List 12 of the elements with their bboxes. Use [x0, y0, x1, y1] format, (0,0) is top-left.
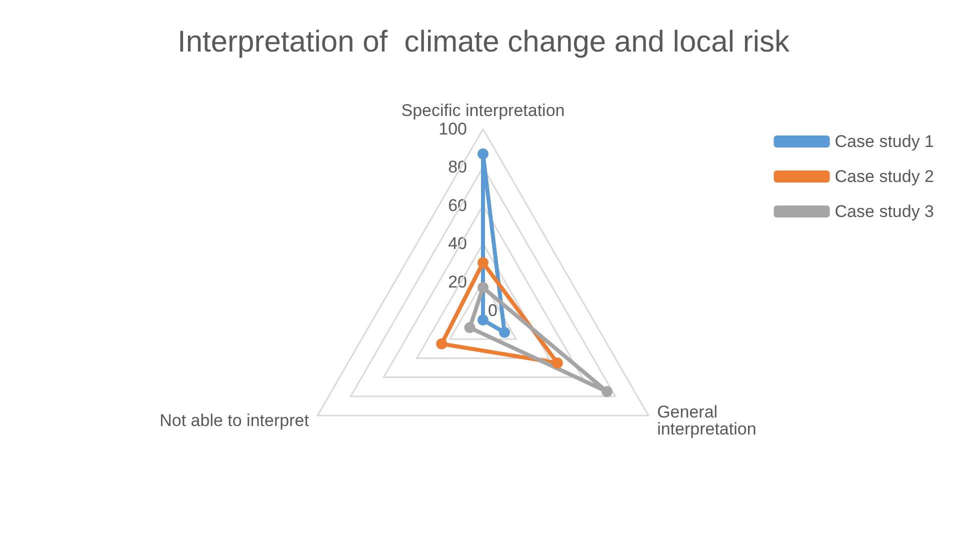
- y-tick-label: 40: [448, 234, 467, 254]
- spoke-label: Not able to interpret: [160, 411, 310, 430]
- spoke-label: General interpretation: [657, 402, 756, 438]
- y-tick-label: 80: [448, 158, 467, 177]
- y-tick-label: 100: [438, 120, 467, 138]
- y-tick-label: 0: [488, 301, 498, 320]
- legend-label: Case study 1: [834, 132, 934, 151]
- y-tick-label: 60: [448, 196, 467, 215]
- legend-label: Case study 3: [834, 202, 934, 221]
- spoke-label: Specific interpretation: [401, 101, 565, 120]
- legend-label: Case study 2: [834, 167, 934, 186]
- chart-title: Interpretation of climate change and local risk: [178, 26, 790, 58]
